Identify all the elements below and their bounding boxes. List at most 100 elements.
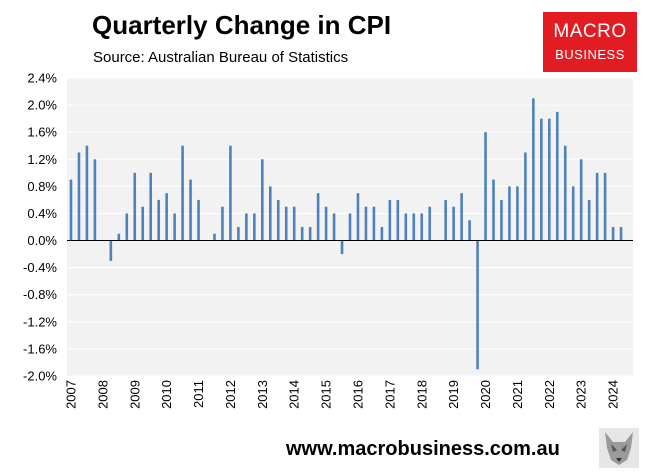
bar-Sep-2010 [181, 145, 184, 241]
bar-Dec-2010 [189, 179, 192, 241]
bar-Sep-2009 [149, 172, 152, 241]
bar-Sep-2023 [595, 172, 599, 241]
bar-Sep-2021 [532, 98, 535, 241]
y-tick-label: -2.0% [23, 369, 57, 384]
x-tick-label: 2024 [606, 380, 621, 409]
x-tick-label: 2013 [255, 380, 270, 409]
bar-Jun-2012 [237, 227, 240, 241]
bar-Dec-2007 [93, 159, 97, 241]
bar-Jun-2015 [332, 213, 336, 241]
bar-Dec-2015 [348, 213, 352, 241]
bar-Dec-2012 [253, 213, 256, 241]
bar-Jun-2020 [492, 179, 495, 241]
wolf-icon [599, 428, 639, 468]
bar-Jun-2018 [428, 206, 432, 241]
bar-Jun-2014 [300, 227, 304, 241]
bar-Mar-2007 [69, 179, 73, 241]
y-tick-label: 2.0% [27, 98, 57, 113]
x-tick-label: 2023 [574, 380, 589, 409]
bar-Sep-2011 [213, 233, 216, 241]
bar-Sep-2017 [404, 213, 408, 241]
x-tick-label: 2018 [414, 380, 429, 409]
bar-Mar-2009 [133, 172, 137, 241]
y-tick-label: -1.2% [23, 314, 57, 329]
x-tick-label: 2007 [63, 380, 78, 409]
x-tick-label: 2010 [159, 380, 174, 409]
bar-Dec-2008 [125, 213, 129, 241]
bar-Dec-2009 [157, 199, 160, 241]
bar-Dec-2014 [316, 193, 320, 241]
bar-Mar-2019 [452, 206, 455, 241]
x-tick-label: 2021 [510, 380, 525, 409]
x-tick-label: 2022 [542, 380, 557, 409]
bar-Mar-2013 [261, 159, 264, 241]
bar-Jun-2007 [77, 152, 81, 241]
x-tick-label: 2008 [95, 380, 110, 409]
bar-Dec-2018 [444, 199, 447, 241]
x-tick-label: 2020 [478, 380, 493, 409]
bar-Mar-2024 [611, 227, 615, 241]
bar-Mar-2016 [356, 193, 360, 241]
bar-Sep-2014 [308, 227, 312, 241]
y-tick-label: 1.6% [27, 125, 57, 140]
bar-Mar-2021 [516, 186, 519, 241]
logo-line-2: BUSINESS [555, 47, 625, 62]
bar-Sep-2015 [340, 240, 344, 255]
bar-Jun-2022 [555, 111, 559, 241]
bar-Jun-2019 [460, 193, 463, 241]
y-tick-label: -0.8% [23, 287, 57, 302]
x-tick-label: 2012 [223, 380, 238, 409]
bar-Dec-2011 [221, 206, 224, 241]
bar-Jun-2023 [587, 199, 591, 241]
y-tick-label: 1.2% [27, 152, 57, 167]
bar-Dec-2016 [380, 227, 384, 241]
y-tick-label: 2.4% [27, 71, 57, 86]
bar-series [69, 98, 623, 370]
bar-Mar-2022 [548, 118, 551, 241]
bar-Mar-2014 [292, 206, 296, 241]
x-tick-label: 2019 [446, 380, 461, 409]
bar-Dec-2021 [540, 118, 543, 241]
bar-Sep-2022 [563, 145, 567, 241]
bar-Jun-2017 [396, 199, 400, 241]
bar-Jun-2021 [524, 152, 527, 241]
bar-Jun-2013 [268, 186, 272, 241]
bar-Mar-2020 [484, 132, 487, 241]
x-tick-label: 2011 [191, 380, 206, 408]
bar-Mar-2012 [229, 145, 232, 241]
y-tick-label: -0.4% [23, 260, 57, 275]
bar-Mar-2018 [420, 213, 424, 241]
bar-Jun-2016 [364, 206, 368, 241]
footer-url: www.macrobusiness.com.au [286, 438, 560, 460]
bar-Sep-2020 [500, 199, 503, 241]
y-tick-label: 0.4% [27, 206, 57, 221]
x-tick-label: 2016 [350, 380, 365, 409]
bar-Sep-2007 [85, 145, 89, 241]
bar-Dec-2013 [284, 206, 288, 241]
bar-Dec-2020 [508, 186, 511, 241]
bar-Jun-2024 [619, 227, 623, 241]
macrobusiness-logo: MACRO BUSINESS [543, 12, 637, 72]
bar-Sep-2012 [245, 213, 248, 241]
x-tick-label: 2015 [319, 380, 334, 409]
y-tick-label: 0.8% [27, 179, 57, 194]
chart-subtitle: Source: Australian Bureau of Statistics [93, 49, 349, 66]
bar-Dec-2022 [571, 186, 575, 241]
y-tick-label: 0.0% [27, 233, 57, 248]
bar-Mar-2017 [388, 199, 392, 241]
bar-Sep-2013 [276, 199, 280, 241]
x-tick-label: 2014 [287, 380, 302, 409]
bar-Sep-2008 [117, 233, 121, 241]
bar-Mar-2010 [165, 193, 168, 241]
chart-title: Quarterly Change in CPI [92, 10, 392, 40]
logo-line-1: MACRO [553, 21, 627, 42]
bar-Jun-2008 [109, 240, 113, 261]
bar-Sep-2016 [372, 206, 376, 241]
bar-Mar-2015 [324, 206, 328, 241]
x-tick-label: 2017 [382, 380, 397, 409]
y-tick-label: -1.6% [23, 341, 57, 356]
bar-Mar-2023 [579, 159, 583, 241]
bar-Jun-2010 [173, 213, 176, 241]
bar-Dec-2017 [412, 213, 416, 241]
